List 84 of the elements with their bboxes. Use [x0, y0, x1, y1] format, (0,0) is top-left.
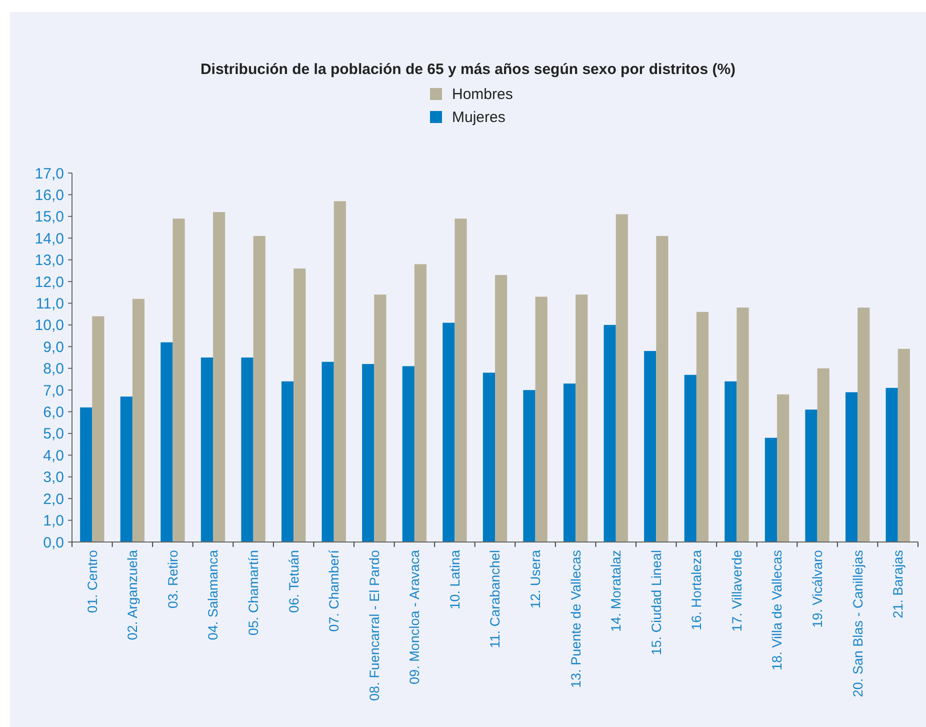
y-tick-label: 7,0 — [43, 382, 64, 400]
x-tick-label: 19. Vicálvaro — [810, 550, 826, 628]
x-tick-label: 10. Latina — [447, 550, 462, 610]
y-tick-label: 4,0 — [43, 447, 64, 464]
bar — [200, 358, 213, 542]
bar — [696, 312, 709, 542]
y-tick-label: 8,0 — [43, 360, 64, 378]
x-tick-label: 05. Chamartín — [246, 550, 262, 636]
bar — [604, 324, 616, 542]
x-tick-label: 06. Tetuán — [286, 550, 302, 613]
bar — [442, 322, 455, 542]
bar — [454, 218, 467, 542]
bar — [362, 364, 374, 542]
bar — [764, 438, 777, 542]
bar — [172, 218, 185, 542]
y-tick-label: 13,0 — [34, 252, 64, 270]
bar — [576, 294, 588, 542]
y-tick-label: 16,0 — [34, 186, 64, 204]
bar — [495, 275, 508, 542]
bar — [656, 236, 668, 542]
x-tick-label: 16. Hortaleza — [689, 550, 704, 630]
y-tick-label: 17,0 — [34, 165, 64, 182]
bar — [92, 316, 104, 542]
bar — [805, 410, 818, 542]
legend-label: Mujeres — [452, 109, 506, 126]
y-tick-label: 14,0 — [34, 230, 64, 248]
bar — [334, 201, 346, 542]
bar — [535, 296, 548, 542]
bar — [281, 381, 294, 542]
bar — [402, 366, 414, 542]
x-tick-label: 17. Villaverde — [729, 550, 744, 632]
bar — [120, 396, 132, 542]
bar — [132, 298, 145, 542]
bar — [414, 264, 427, 542]
x-tick-label: 14. Moratalaz — [608, 550, 624, 632]
y-tick-label: 6,0 — [43, 404, 64, 422]
x-tick-label: 03. Retiro — [165, 550, 180, 609]
bar — [563, 384, 576, 542]
y-tick-label: 1,0 — [43, 512, 64, 530]
y-tick-label: 9,0 — [43, 338, 64, 356]
bar — [777, 394, 790, 542]
bar — [845, 392, 858, 542]
x-tick-label: 09. Moncloa - Aravaca — [407, 550, 422, 684]
bar — [523, 390, 536, 542]
bar — [817, 368, 830, 542]
y-tick-label: 5,0 — [43, 426, 64, 443]
x-tick-label: 13. Puente de Vallecas — [568, 550, 584, 688]
legend-label: Hombres — [452, 86, 513, 103]
bar — [241, 358, 254, 542]
bar — [482, 372, 495, 542]
bar — [374, 294, 386, 542]
chart-title: Distribución de la población de 65 y más años según sexo por distritos (%) — [200, 61, 736, 78]
y-tick-label: 3,0 — [43, 469, 64, 486]
bar — [80, 407, 92, 542]
bar — [294, 268, 306, 542]
x-tick-label: 11. Carabanchel — [488, 550, 503, 648]
x-tick-label: 12. Usera — [528, 550, 544, 609]
bar — [644, 350, 656, 542]
bar — [886, 388, 898, 542]
x-tick-label: 20. San Blas - Canillejas — [850, 550, 866, 698]
y-tick-label: 0,0 — [43, 534, 64, 552]
x-tick-label: 21. Barajas — [890, 550, 906, 618]
bar — [616, 214, 628, 542]
x-tick-label: 02. Arganzuela — [125, 550, 140, 640]
y-tick-label: 12,0 — [34, 274, 64, 291]
x-tick-label: 01. Centro — [84, 550, 100, 614]
y-tick-label: 10,0 — [34, 317, 64, 334]
bar — [898, 348, 910, 542]
x-tick-label: 08. Fuencarral - El Pardo — [366, 550, 382, 701]
bar — [858, 308, 870, 542]
bar — [322, 362, 334, 542]
x-tick-label: 07. Chamberí — [326, 550, 342, 632]
x-tick-label: 18. Villa de Vallecas — [770, 550, 785, 670]
bar — [160, 342, 173, 542]
y-tick-label: 2,0 — [43, 490, 64, 508]
y-tick-label: 15,0 — [34, 208, 64, 226]
x-tick-label: 15. Ciudad Lineal — [648, 550, 664, 656]
x-tick-label: 04. Salamanca — [206, 550, 221, 640]
bar — [253, 236, 266, 542]
bar — [684, 374, 696, 542]
y-tick-label: 11,0 — [36, 295, 64, 312]
bar — [724, 381, 737, 542]
bar — [736, 308, 749, 542]
bar — [213, 212, 226, 542]
